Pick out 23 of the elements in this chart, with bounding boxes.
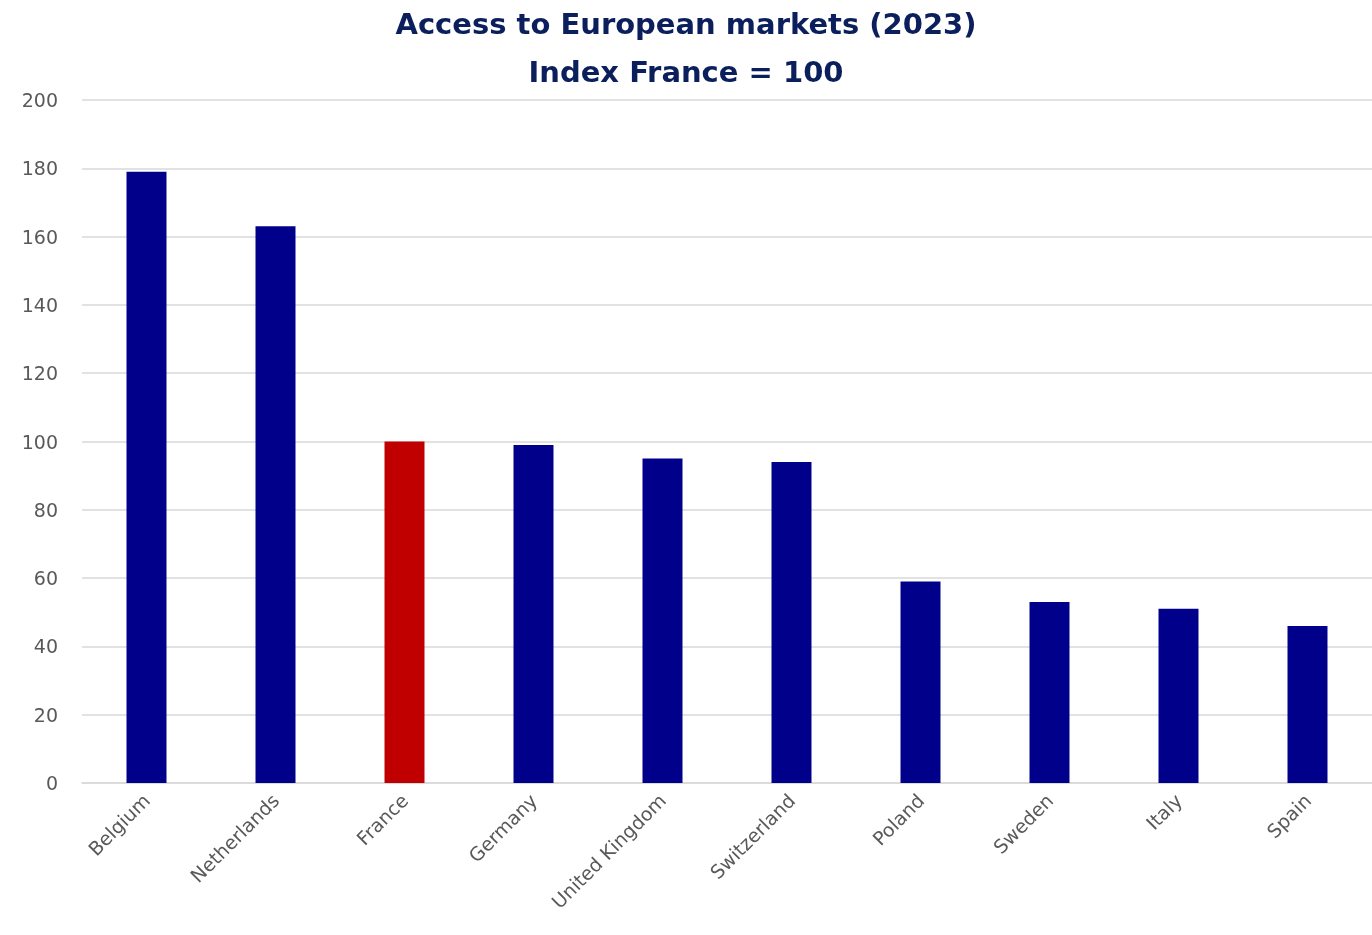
y-tick-label: 140 xyxy=(21,293,58,316)
bar xyxy=(126,171,167,783)
y-tick-label: 180 xyxy=(21,157,58,180)
y-tick-label: 100 xyxy=(21,430,58,453)
y-tick-label: 0 xyxy=(45,772,58,794)
chart-title: Access to European markets (2023) xyxy=(395,6,977,41)
bar xyxy=(1158,608,1199,783)
bar xyxy=(255,226,296,783)
bar xyxy=(642,458,683,783)
y-tick-label: 20 xyxy=(33,703,58,726)
y-tick-label: 40 xyxy=(33,635,58,658)
bar xyxy=(1029,602,1070,783)
bar xyxy=(384,441,425,783)
bar xyxy=(771,461,812,783)
bar xyxy=(1287,625,1328,783)
y-tick-label: 120 xyxy=(21,362,58,385)
bar xyxy=(900,581,941,783)
y-tick-label: 80 xyxy=(33,498,58,521)
chart-subtitle: Index France = 100 xyxy=(528,54,844,89)
bar xyxy=(513,444,554,783)
y-tick-label: 160 xyxy=(21,225,58,248)
y-tick-label: 200 xyxy=(21,89,58,111)
y-tick-label: 60 xyxy=(33,567,58,590)
